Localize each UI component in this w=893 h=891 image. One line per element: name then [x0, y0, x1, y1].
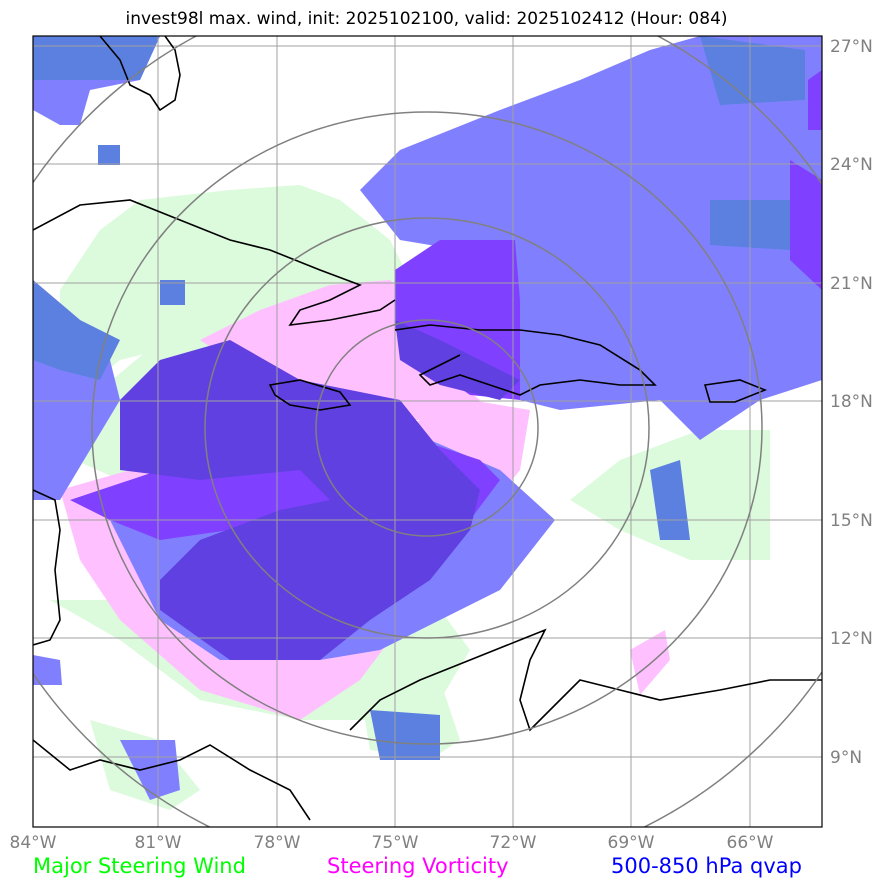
lat-tick: 27°N — [830, 37, 873, 57]
lon-tick: 84°W — [10, 833, 57, 853]
coastlines — [33, 36, 822, 821]
legend-steering-vorticity: Steering Vorticity — [327, 854, 509, 878]
lon-tick: 72°W — [490, 833, 537, 853]
lon-tick: 81°W — [135, 833, 182, 853]
lon-tick: 66°W — [727, 833, 774, 853]
legend-steering-wind: Major Steering Wind — [33, 854, 246, 878]
latitude-ticks: 27°N 24°N 21°N 18°N 15°N 12°N 9°N — [830, 37, 873, 768]
lat-tick: 12°N — [830, 629, 873, 649]
lat-tick: 24°N — [830, 155, 873, 175]
lat-tick: 15°N — [830, 511, 873, 531]
lat-tick: 9°N — [830, 748, 862, 768]
map-frame — [32, 35, 823, 828]
lat-tick: 21°N — [830, 274, 873, 294]
lon-tick: 78°W — [254, 833, 301, 853]
lon-tick: 75°W — [372, 833, 419, 853]
map-title: invest98l max. wind, init: 2025102100, v… — [125, 9, 728, 29]
legend-qvap: 500-850 hPa qvap — [611, 854, 802, 878]
overlap-dark-region — [120, 320, 520, 660]
longitude-ticks: 84°W 81°W 78°W 75°W 72°W 69°W 66°W — [10, 833, 774, 853]
lat-tick: 18°N — [830, 392, 873, 412]
lon-tick: 69°W — [608, 833, 655, 853]
